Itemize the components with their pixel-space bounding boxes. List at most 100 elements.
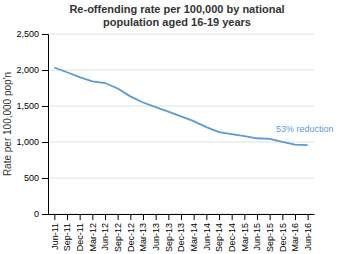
x-tick: Sep-12 — [113, 214, 123, 252]
x-tick: Jun-11 — [50, 214, 60, 250]
x-tick: Sep-13 — [164, 214, 174, 252]
x-tick: Sep-14 — [214, 214, 224, 252]
x-tick: Dec-12 — [126, 214, 136, 252]
x-tick-label: Dec-14 — [227, 223, 237, 252]
x-tick-mark — [308, 214, 309, 220]
chart-svg: Re-offending rate per 100,000 by nationa… — [0, 0, 354, 254]
x-tick: Mar-14 — [189, 214, 199, 252]
x-tick-mark — [270, 214, 271, 220]
x-tick-label: Jun-14 — [202, 223, 212, 251]
x-tick-mark — [67, 214, 68, 220]
x-tick-mark — [118, 214, 119, 220]
x-tick-label: Dec-11 — [75, 223, 85, 251]
x-tick-mark — [156, 214, 157, 220]
x-axis: Jun-11Sep-11Dec-11Mar-12Jun-12Sep-12Dec-… — [49, 214, 315, 252]
x-tick: Jun-16 — [303, 214, 313, 251]
x-tick-mark — [143, 214, 144, 220]
x-tick-label: Sep-15 — [265, 223, 275, 252]
x-tick-mark — [282, 214, 283, 220]
x-tick-label: Mar-16 — [290, 223, 300, 252]
y-tick-label: 0 — [34, 209, 39, 219]
chart-container: Re-offending rate per 100,000 by nationa… — [0, 0, 354, 254]
x-tick-label: Sep-11 — [62, 223, 72, 251]
x-tick: Jun-15 — [252, 214, 262, 251]
y-tick-label: 2,500 — [16, 29, 39, 39]
y-tick-mark — [42, 142, 48, 143]
y-tick-label: 1,500 — [16, 101, 39, 111]
x-tick-mark — [194, 214, 195, 220]
x-tick: Dec-13 — [176, 214, 186, 252]
x-tick: Sep-15 — [265, 214, 275, 252]
x-tick-mark — [244, 214, 245, 220]
line — [54, 68, 307, 146]
x-tick-mark — [105, 214, 106, 220]
title: Re-offending rate per 100,000 by nationa… — [69, 3, 284, 28]
grid-line — [48, 34, 314, 35]
y-tick-mark — [42, 106, 48, 107]
x-tick-label: Mar-13 — [138, 223, 148, 252]
x-tick-label: Mar-14 — [189, 223, 199, 252]
x-tick-label: Dec-12 — [126, 223, 136, 252]
x-tick-mark — [92, 214, 93, 220]
x-tick-label: Sep-12 — [113, 223, 123, 252]
y-tick: 2,500 — [16, 29, 48, 39]
x-tick-mark — [206, 214, 207, 220]
x-tick-label: Dec-15 — [278, 223, 288, 252]
x-tick-mark — [295, 214, 296, 220]
annotation: 53% reduction — [276, 124, 334, 134]
x-tick-label: Mar-12 — [88, 223, 98, 252]
y-tick: 500 — [24, 173, 48, 183]
y-tick: 1,000 — [16, 137, 48, 147]
y-tick-mark — [42, 214, 48, 215]
x-tick: Jun-13 — [151, 214, 161, 251]
y-tick: 2,000 — [16, 65, 48, 75]
x-tick-mark — [54, 214, 55, 220]
x-tick-mark — [168, 214, 169, 220]
x-tick: Mar-12 — [88, 214, 98, 252]
grid — [48, 34, 314, 214]
y-tick-label: 500 — [24, 173, 39, 183]
x-tick: Jun-14 — [202, 214, 212, 251]
title-line: population aged 16-19 years — [103, 16, 251, 28]
marks — [54, 68, 307, 146]
x-tick-mark — [130, 214, 131, 220]
grid-line — [48, 106, 314, 107]
x-tick-mark — [80, 214, 81, 220]
grid-line — [48, 142, 314, 143]
x-tick-mark — [232, 214, 233, 220]
x-tick-mark — [257, 214, 258, 220]
x-tick-mark — [219, 214, 220, 220]
x-tick-label: Sep-13 — [164, 223, 174, 252]
x-tick: Mar-15 — [240, 214, 250, 252]
x-tick: Jun-12 — [100, 214, 110, 251]
x-tick-label: Jun-11 — [50, 223, 60, 250]
x-tick: Dec-15 — [278, 214, 288, 252]
grid-line — [48, 178, 314, 179]
y-tick-mark — [42, 34, 48, 35]
x-tick-label: Sep-14 — [214, 223, 224, 252]
x-tick-label: Jun-12 — [100, 223, 110, 251]
x-tick: Dec-11 — [75, 214, 85, 251]
y-tick: 0 — [34, 209, 48, 219]
x-tick: Mar-13 — [138, 214, 148, 252]
x-tick-label: Jun-13 — [151, 223, 161, 251]
y-axis-line — [42, 35, 49, 215]
y-tick-label: 1,000 — [16, 137, 39, 147]
x-tick: Mar-16 — [290, 214, 300, 252]
x-tick-mark — [181, 214, 182, 220]
y-axis-title: Rate per 100,000 pop'n — [2, 72, 13, 176]
x-tick-label: Mar-15 — [240, 223, 250, 252]
title-line: Re-offending rate per 100,000 by nationa… — [69, 3, 284, 15]
y-tick-mark — [42, 70, 48, 71]
x-tick-label: Jun-15 — [252, 223, 262, 251]
plot-area: 05001,0001,5002,0002,500Jun-11Sep-11Dec-… — [16, 29, 333, 252]
x-tick: Sep-11 — [62, 214, 72, 251]
x-tick-label: Jun-16 — [303, 223, 313, 251]
y-axis: 0 500 1,000 1,500 2,000 2,500 — [16, 29, 48, 219]
y-tick-mark — [42, 178, 48, 179]
x-tick-label: Dec-13 — [176, 223, 186, 252]
grid-line — [48, 70, 314, 71]
x-tick: Dec-14 — [227, 214, 237, 252]
y-tick: 1,500 — [16, 101, 48, 111]
y-tick-label: 2,000 — [16, 65, 39, 75]
